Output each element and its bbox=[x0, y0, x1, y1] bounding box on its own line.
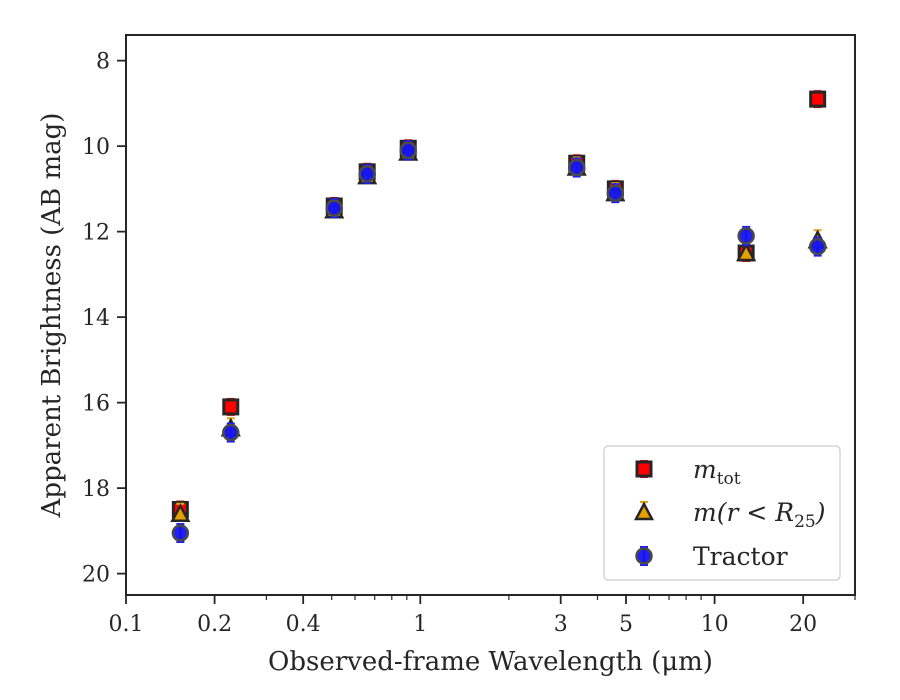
y-tick-label: 14 bbox=[82, 306, 110, 331]
y-tick-label: 18 bbox=[82, 477, 110, 502]
x-tick-label: 3 bbox=[554, 612, 568, 637]
x-tick-label: 1 bbox=[413, 612, 427, 637]
y-tick-label: 20 bbox=[82, 563, 110, 588]
x-tick-label: 5 bbox=[619, 612, 633, 637]
plot-frame bbox=[125, 34, 856, 596]
point-tractor bbox=[358, 163, 376, 184]
data-marks bbox=[170, 90, 828, 544]
y-axis-title: Apparent Brightness (AB mag) bbox=[37, 113, 67, 519]
x-tick-label: 10 bbox=[701, 612, 729, 637]
point-tractor bbox=[737, 225, 755, 246]
y-tick-label: 8 bbox=[96, 50, 110, 75]
y-tick-label: 16 bbox=[82, 392, 110, 417]
legend-label: m(r < R25) bbox=[693, 498, 825, 532]
point-tractor bbox=[808, 236, 827, 257]
legend-label: mtot bbox=[693, 455, 741, 489]
y-tick-label: 12 bbox=[82, 221, 110, 246]
legend-label: Tractor bbox=[693, 542, 788, 571]
point-m-r-r25 bbox=[170, 502, 191, 523]
series-tractor bbox=[171, 140, 827, 544]
point-tractor bbox=[222, 422, 240, 443]
legend-marker-m-tot bbox=[635, 460, 653, 478]
x-tick-label: 0.4 bbox=[286, 612, 321, 637]
point-tractor bbox=[325, 198, 343, 219]
legend: mtot m(r < R25) Tractor bbox=[603, 445, 841, 581]
legend-box bbox=[603, 445, 841, 581]
x-tick-label: 20 bbox=[789, 612, 817, 637]
legend-entry-tractor: Tractor bbox=[635, 542, 788, 571]
point-m-tot bbox=[222, 397, 240, 416]
point-tractor bbox=[399, 140, 417, 161]
x-tick-label: 0.1 bbox=[109, 612, 144, 637]
legend-marker-tractor bbox=[635, 546, 653, 566]
y-tick-label: 10 bbox=[82, 135, 110, 160]
legend-entry-m-tot: mtot bbox=[635, 455, 741, 489]
x-tick-label: 0.2 bbox=[197, 612, 232, 637]
legend-marker-m-r-r25 bbox=[633, 501, 655, 521]
point-tractor bbox=[171, 523, 190, 544]
axis-ticks: 0.1 0.2 0.4 1 3 5 10 20 8 10 12 14 16 18 20 bbox=[82, 50, 856, 637]
legend-entry-m-r-r25: m(r < R25) bbox=[633, 498, 825, 532]
point-tractor bbox=[567, 157, 586, 178]
point-m-tot bbox=[809, 90, 827, 109]
point-tractor bbox=[606, 183, 625, 204]
x-axis-title: Observed-frame Wavelength (μm) bbox=[268, 647, 713, 677]
